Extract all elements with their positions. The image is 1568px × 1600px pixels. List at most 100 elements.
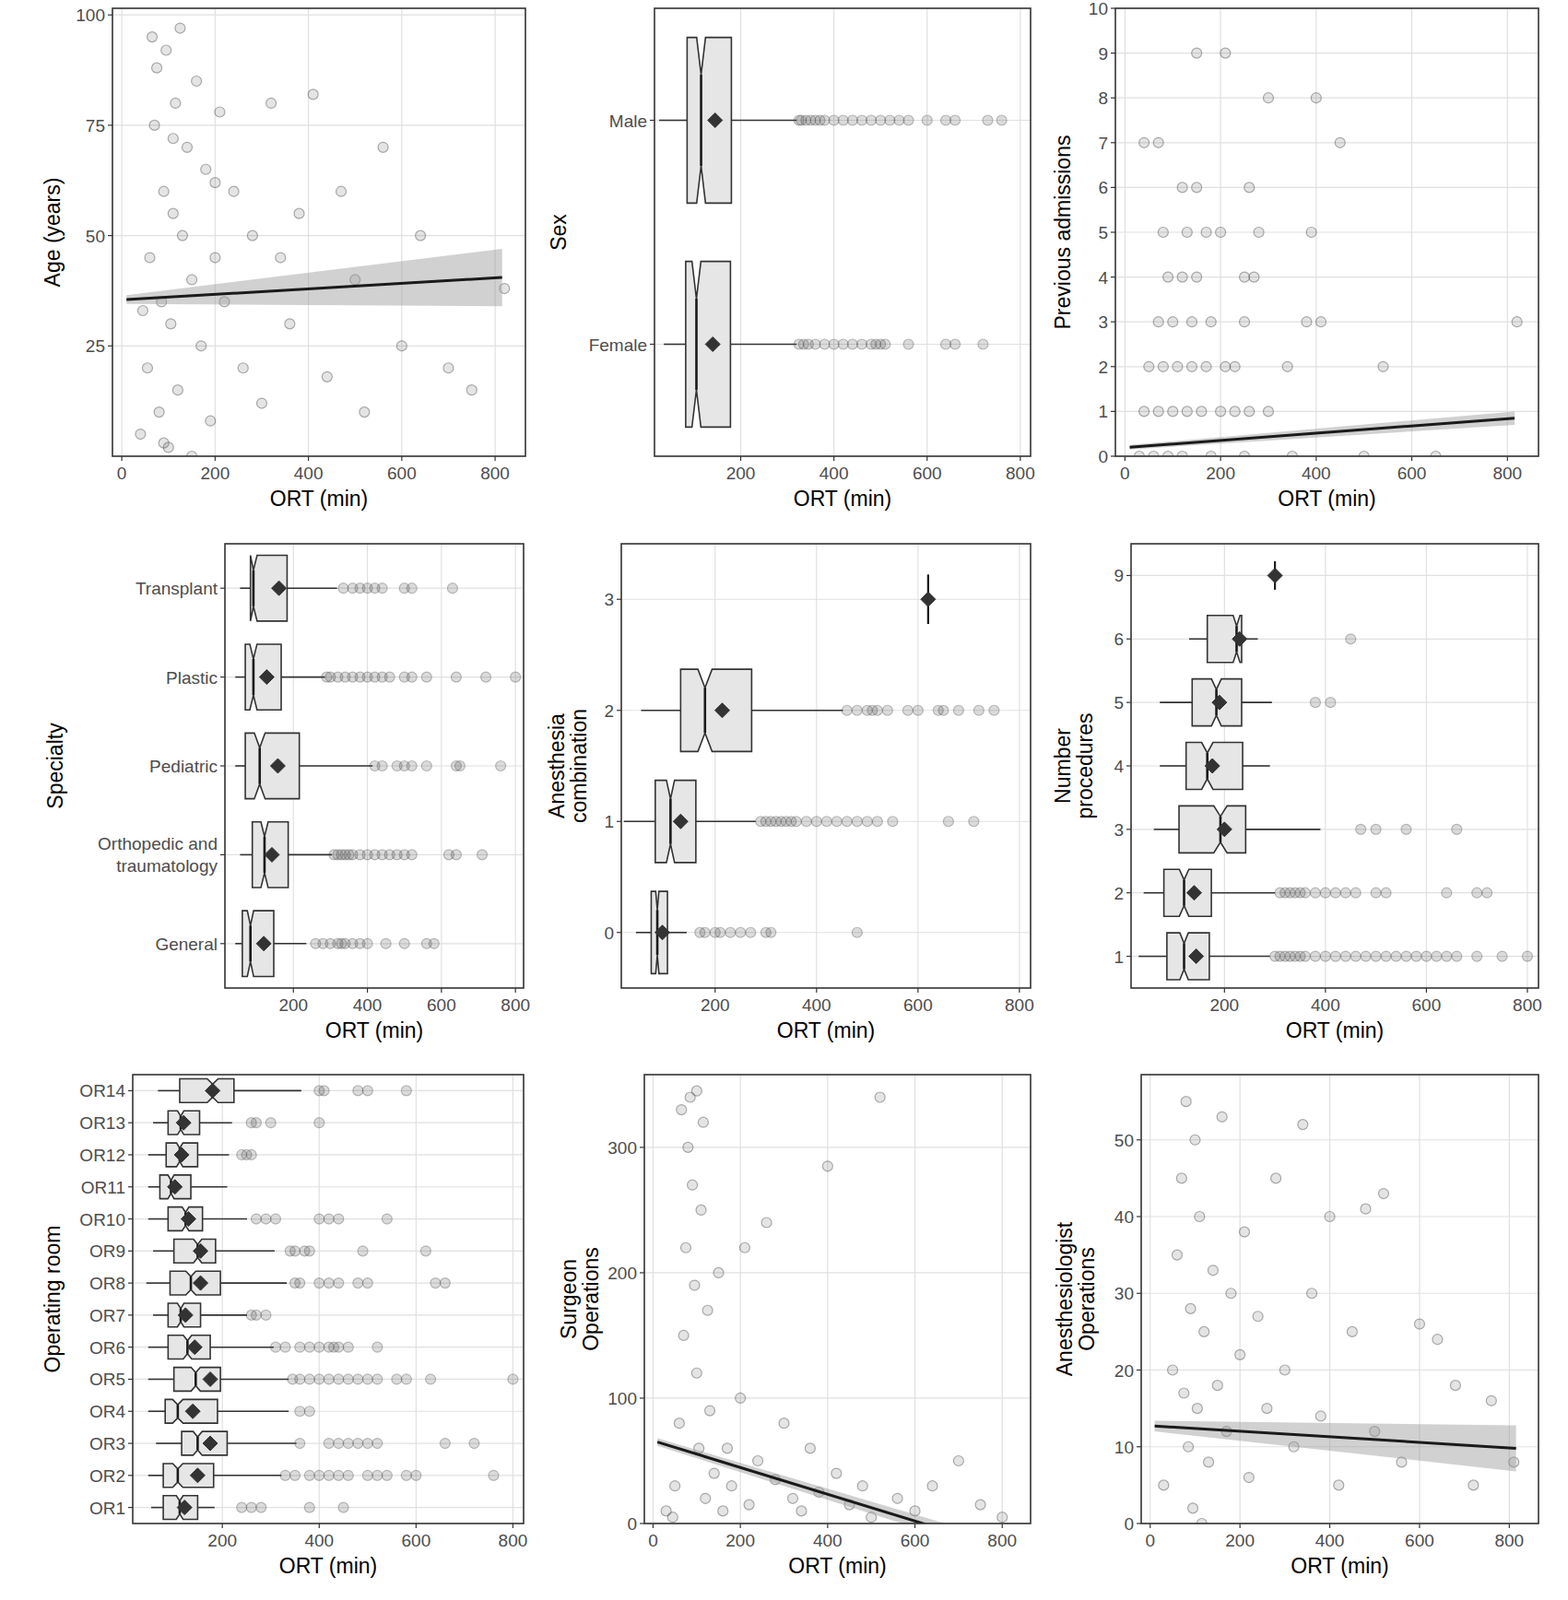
text-line: 2 [1113, 884, 1124, 904]
panel: 200400600800ORT (min)Anesthesiacombinati… [544, 543, 1035, 1043]
text-line: Operations [578, 1247, 603, 1352]
point [284, 318, 295, 330]
box [242, 910, 274, 977]
plot-frame [132, 1074, 524, 1524]
grid-line [621, 599, 1031, 601]
point [1153, 137, 1164, 148]
outlier [943, 816, 954, 827]
outlier [294, 1438, 306, 1450]
point [1301, 317, 1312, 328]
point [1432, 1334, 1443, 1345]
point [377, 141, 389, 153]
outlier [314, 1118, 325, 1129]
outlier [290, 1470, 301, 1481]
point [753, 1455, 764, 1466]
outlier [399, 938, 410, 949]
outlier [353, 1085, 364, 1097]
category-label: OR13 [79, 1113, 126, 1133]
outlier [851, 816, 862, 827]
text-line: 6 [1113, 629, 1124, 649]
point [1148, 451, 1159, 458]
point [1334, 137, 1345, 148]
whisker [157, 1090, 180, 1093]
point [1167, 406, 1179, 417]
category-label: 3 [603, 589, 614, 610]
outlier [400, 1085, 412, 1097]
point [1158, 1480, 1169, 1491]
whisker [148, 1186, 161, 1189]
axis-title: Sex [546, 213, 571, 251]
tick-label: 40 [1114, 1207, 1134, 1227]
tick-label: 400 [819, 463, 849, 484]
whisker [1211, 892, 1275, 895]
outlier [447, 583, 458, 594]
point [1207, 1265, 1218, 1276]
outlier [318, 1085, 330, 1097]
outlier [699, 927, 710, 938]
text-line: Orthopedic and [97, 834, 218, 854]
plot-frame [654, 8, 1031, 457]
median [252, 570, 256, 607]
outlier [938, 705, 949, 716]
category-label: 5 [1113, 693, 1124, 713]
whisker [659, 119, 687, 122]
box [245, 732, 300, 799]
grid-line [621, 931, 1031, 933]
outlier [903, 115, 914, 126]
point [165, 318, 177, 330]
plot-frame [621, 543, 1031, 989]
point [1414, 1319, 1425, 1330]
point [187, 451, 198, 458]
point [205, 415, 216, 426]
category-label: OR2 [89, 1466, 126, 1486]
outlier [875, 115, 886, 126]
point [1167, 1365, 1179, 1376]
whisker [730, 343, 797, 346]
point [953, 1455, 964, 1466]
outlier [477, 849, 488, 861]
mean [270, 758, 285, 774]
outlier [1309, 951, 1321, 962]
outlier [362, 1374, 373, 1385]
tick-label: 75 [85, 116, 106, 136]
point [214, 106, 225, 118]
outlier [454, 761, 465, 772]
point [1205, 317, 1216, 328]
outlier [380, 938, 391, 949]
tick-label: 800 [500, 995, 531, 1015]
point [1139, 137, 1150, 148]
outlier [384, 672, 395, 683]
point [1196, 406, 1207, 417]
tick-label: 200 [1205, 463, 1236, 484]
outlier [495, 761, 507, 772]
point [1229, 406, 1240, 417]
point [141, 363, 153, 374]
outlier [1401, 951, 1412, 962]
point [676, 1105, 687, 1116]
point [137, 305, 148, 316]
axis-title: ORT (min) [1277, 486, 1377, 511]
whisker [1209, 955, 1271, 958]
mean [1189, 949, 1204, 965]
point [1316, 317, 1327, 328]
fit-line [126, 277, 503, 300]
grid-line [815, 543, 817, 989]
category-label: 9 [1113, 565, 1124, 586]
point [266, 97, 277, 108]
outlier [851, 927, 862, 938]
box [1164, 869, 1212, 917]
tick-label: 400 [801, 995, 832, 1015]
box [167, 1335, 211, 1360]
outlier [950, 115, 961, 126]
point [1196, 1519, 1207, 1525]
mean [189, 1468, 205, 1484]
axis-title: ORT (min) [777, 1018, 876, 1043]
tick-label: 50 [1114, 1131, 1134, 1151]
point [1315, 1411, 1326, 1422]
point [1143, 361, 1155, 372]
outlier [819, 339, 830, 350]
outlier [406, 849, 417, 861]
point [172, 385, 183, 396]
outlier [828, 115, 839, 126]
outlier [353, 1278, 364, 1289]
